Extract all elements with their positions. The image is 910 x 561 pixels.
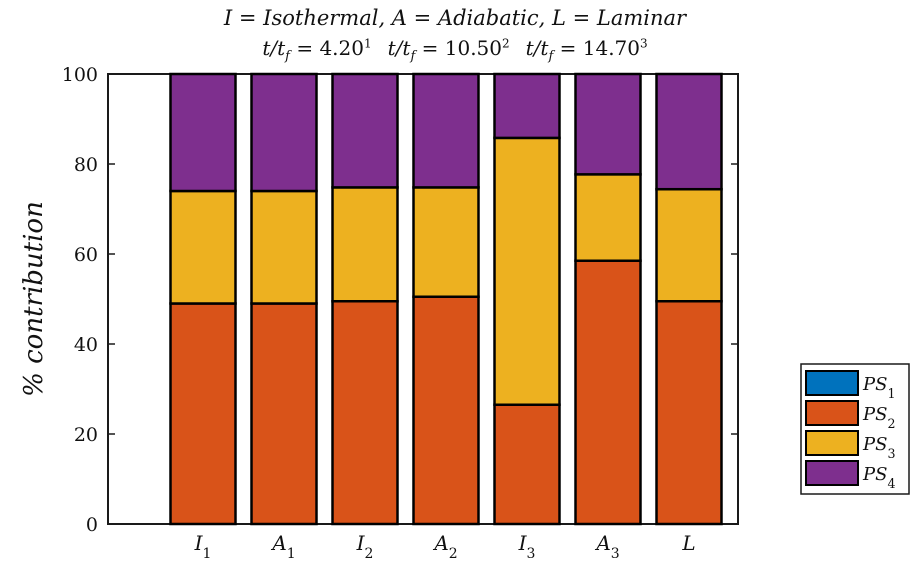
bar-stack-0	[169, 72, 237, 526]
x-tick-label: A1	[270, 531, 295, 561]
legend-label-PS4: PS4	[862, 464, 895, 491]
bar-segment-PS3	[655, 187, 723, 303]
legend-label-PS3: PS3	[862, 434, 895, 461]
legend: PS1 PS2 PS3 PS4	[800, 363, 910, 495]
bar-segment-PS2	[331, 300, 399, 526]
chart-title-line2: t/tf = 4.201 t/tf = 10.502 t/tf = 14.703	[0, 36, 910, 64]
legend-label-PS2: PS2	[862, 404, 895, 431]
bar-segment-PS4	[574, 72, 642, 176]
bar-segment-PS4	[655, 72, 723, 191]
title-time-ratio-2: t/tf = 10.502	[387, 36, 510, 64]
x-tick-label: I3	[518, 531, 536, 561]
y-tick-label: 80	[74, 154, 98, 176]
bar-segment-PS2	[655, 300, 723, 526]
title-time-ratio-1: t/tf = 4.201	[262, 36, 372, 64]
bar-segment-PS4	[169, 72, 237, 193]
bar-segment-PS4	[493, 72, 561, 140]
bar-segment-PS3	[331, 186, 399, 303]
legend-swatch-PS2	[805, 400, 859, 426]
title-time-ratio-3: t/tf = 14.703	[525, 36, 648, 64]
bar-stack-4	[493, 72, 561, 526]
bar-segment-PS2	[493, 403, 561, 526]
y-tick-label: 60	[74, 244, 98, 266]
bar-segment-PS2	[412, 295, 480, 526]
bar-stack-1	[250, 72, 318, 526]
x-tick-label: A3	[594, 531, 619, 561]
bars	[169, 72, 723, 526]
bar-segment-PS3	[493, 136, 561, 406]
x-tick-label: I2	[356, 531, 374, 561]
bar-segment-PS3	[250, 189, 318, 305]
bar-stack-6	[655, 72, 723, 526]
bar-segment-PS3	[169, 189, 237, 305]
legend-label-PS1: PS1	[862, 374, 895, 401]
bar-segment-PS4	[412, 72, 480, 189]
bar-segment-PS3	[574, 173, 642, 263]
y-tick-label: 20	[74, 424, 98, 446]
bar-stack-3	[412, 72, 480, 526]
chart-title-line1: I = Isothermal, A = Adiabatic, L = Lamin…	[223, 6, 687, 30]
bar-segment-PS3	[412, 186, 480, 298]
x-tick-label: L	[681, 531, 695, 555]
y-tick-label: 40	[74, 334, 98, 356]
bar-segment-PS4	[331, 72, 399, 189]
bar-stack-5	[574, 72, 642, 526]
y-tick-label: 100	[62, 64, 98, 86]
y-axis-label: % contribution	[19, 201, 49, 397]
x-tick-label: I1	[194, 531, 212, 561]
bar-segment-PS2	[250, 302, 318, 526]
bar-segment-PS2	[574, 259, 642, 526]
legend-swatch-PS1	[805, 370, 859, 396]
bar-segment-PS4	[250, 72, 318, 193]
bar-stack-2	[331, 72, 399, 526]
x-tick-label: A2	[432, 531, 457, 561]
bar-segment-PS2	[169, 302, 237, 526]
y-tick-label: 0	[86, 514, 98, 536]
legend-swatch-PS4	[805, 460, 859, 486]
legend-swatch-PS3	[805, 430, 859, 456]
